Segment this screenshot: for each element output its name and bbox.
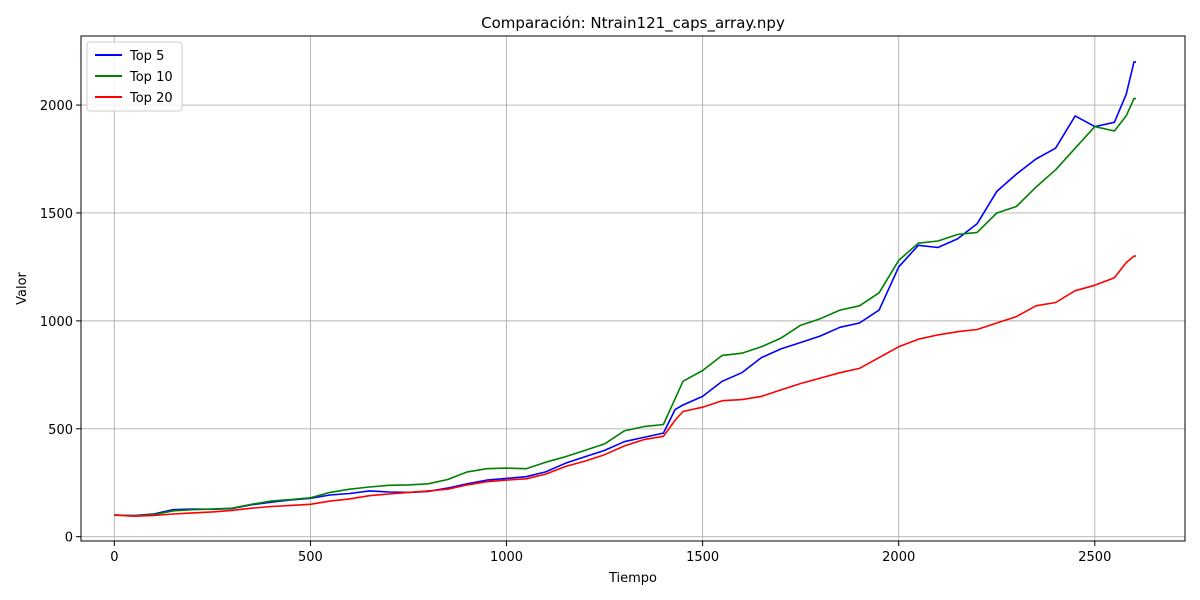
x-axis-label: Tiempo (608, 571, 657, 586)
x-tick-label: 1000 (490, 550, 523, 565)
axis-ticks: 0 500 1000 1500 2000 2500 0 500 1000 1500 2000 (40, 99, 1111, 565)
series-line-top-20 (114, 255, 1136, 518)
legend-entry: Top 10 (129, 70, 173, 85)
x-tick-label: 1500 (686, 550, 719, 565)
legend: Top 5 Top 10 Top 20 (86, 41, 183, 112)
plot-frame (80, 35, 1186, 542)
x-tick-label: 0 (110, 550, 118, 565)
chart-title: Comparación: Ntrain121_caps_array.npy (481, 14, 785, 33)
grid-lines (81, 36, 1185, 541)
y-tick-label: 2000 (40, 99, 73, 114)
y-axis-label: Valor (15, 271, 30, 304)
y-tick-label: 0 (65, 531, 73, 546)
legend-box (86, 41, 183, 112)
y-tick-label: 1000 (40, 315, 73, 330)
x-tick-label: 2000 (882, 550, 915, 565)
series-layer (114, 61, 1136, 518)
series-line-top-10 (114, 97, 1136, 517)
legend-entry: Top 20 (129, 91, 173, 106)
y-tick-label: 500 (48, 423, 73, 438)
series-line-top-5 (114, 61, 1136, 517)
legend-entry: Top 5 (129, 49, 164, 64)
x-tick-label: 2500 (1078, 550, 1111, 565)
y-tick-label: 1500 (40, 207, 73, 222)
x-tick-label: 500 (298, 550, 323, 565)
